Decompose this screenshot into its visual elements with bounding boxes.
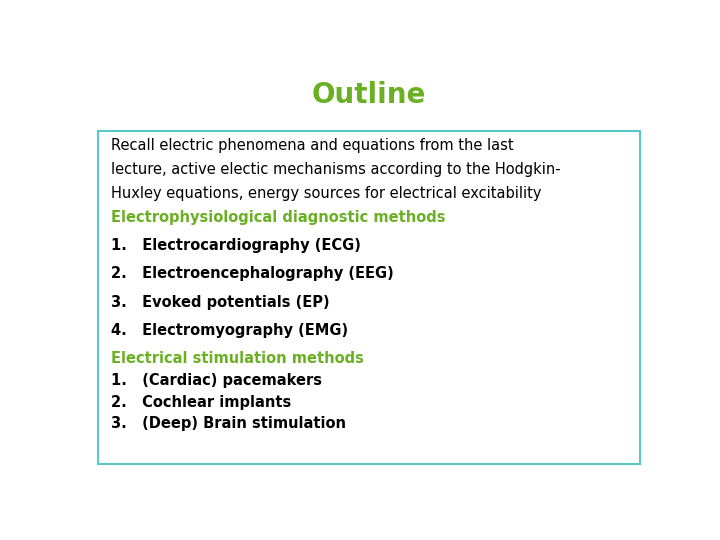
- Text: Huxley equations, energy sources for electrical excitability: Huxley equations, energy sources for ele…: [111, 186, 541, 201]
- Text: 2.   Electroencephalography (EEG): 2. Electroencephalography (EEG): [111, 266, 394, 281]
- Text: 1.   Electrocardiography (ECG): 1. Electrocardiography (ECG): [111, 238, 361, 253]
- FancyBboxPatch shape: [98, 131, 640, 464]
- Text: Electrical stimulation methods: Electrical stimulation methods: [111, 352, 364, 366]
- Text: Recall electric phenomena and equations from the last: Recall electric phenomena and equations …: [111, 138, 514, 153]
- Text: lecture, active electic mechanisms according to the Hodgkin-: lecture, active electic mechanisms accor…: [111, 161, 561, 177]
- Text: Electrophysiological diagnostic methods: Electrophysiological diagnostic methods: [111, 210, 446, 225]
- Text: 4.   Electromyography (EMG): 4. Electromyography (EMG): [111, 323, 348, 338]
- Text: 2.   Cochlear implants: 2. Cochlear implants: [111, 395, 292, 409]
- Text: Outline: Outline: [312, 82, 426, 110]
- Text: 3.   (Deep) Brain stimulation: 3. (Deep) Brain stimulation: [111, 416, 346, 431]
- Text: 3.   Evoked potentials (EP): 3. Evoked potentials (EP): [111, 295, 330, 310]
- Text: 1.   (Cardiac) pacemakers: 1. (Cardiac) pacemakers: [111, 373, 323, 388]
